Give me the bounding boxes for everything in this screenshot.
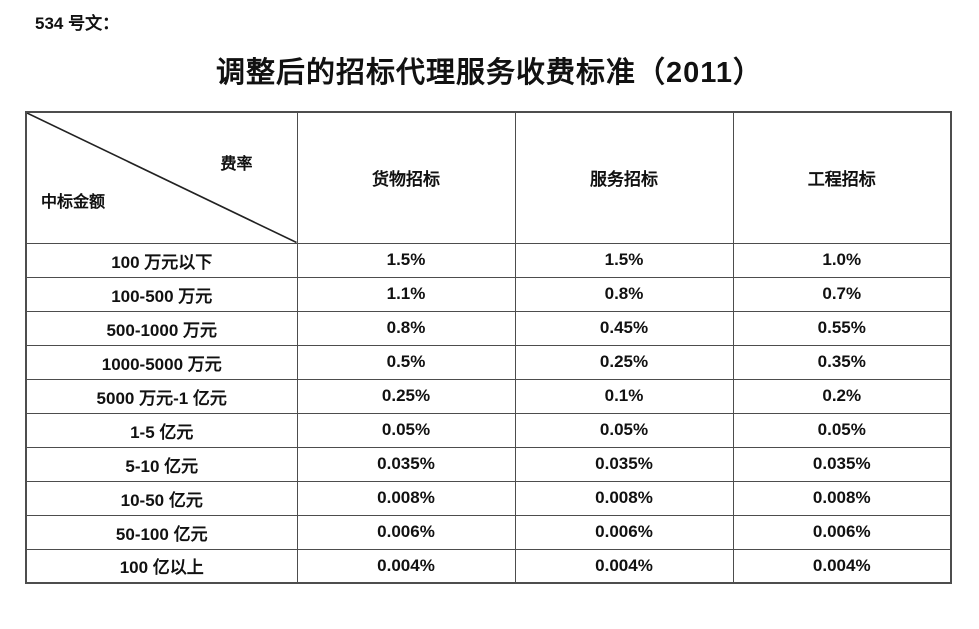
rate-cell: 0.006% bbox=[732, 514, 952, 550]
rate-cell: 1.0% bbox=[732, 242, 952, 278]
rate-cell: 0.004% bbox=[514, 548, 734, 584]
row-label-amount-range: 1000-5000 万元 bbox=[25, 344, 298, 380]
rate-cell: 0.004% bbox=[732, 548, 952, 584]
table-row: 5-10 亿元 0.035% 0.035% 0.035% bbox=[25, 446, 952, 482]
row-label-amount-range: 100 万元以下 bbox=[25, 242, 298, 278]
column-header-services: 服务招标 bbox=[514, 111, 734, 244]
rate-cell: 0.035% bbox=[514, 446, 734, 482]
rate-cell: 0.006% bbox=[296, 514, 516, 550]
row-label-amount-range: 100-500 万元 bbox=[25, 276, 298, 312]
row-label-amount-range: 50-100 亿元 bbox=[25, 514, 298, 550]
rate-cell: 0.25% bbox=[296, 378, 516, 414]
table-row: 10-50 亿元 0.008% 0.008% 0.008% bbox=[25, 480, 952, 516]
rate-cell: 0.5% bbox=[296, 344, 516, 380]
rate-cell: 0.55% bbox=[732, 310, 952, 346]
column-header-engineering: 工程招标 bbox=[732, 111, 952, 244]
rate-cell: 0.05% bbox=[514, 412, 734, 448]
rate-cell: 0.35% bbox=[732, 344, 952, 380]
rate-cell: 0.008% bbox=[514, 480, 734, 516]
diagonal-divider-line bbox=[27, 113, 297, 243]
fee-rate-table: 费率 中标金额 货物招标 服务招标 工程招标 100 万元以下 1.5% 1.5% 1… bbox=[25, 111, 952, 584]
corner-label-fee-rate: 费率 bbox=[220, 156, 253, 173]
table-row: 1-5 亿元 0.05% 0.05% 0.05% bbox=[25, 412, 952, 448]
table-body: 100 万元以下 1.5% 1.5% 1.0% 100-500 万元 1.1% 0.8% 0.… bbox=[25, 242, 952, 584]
rate-cell: 0.8% bbox=[296, 310, 516, 346]
table-row: 100 万元以下 1.5% 1.5% 1.0% bbox=[25, 242, 952, 278]
row-label-amount-range: 1-5 亿元 bbox=[25, 412, 298, 448]
row-label-amount-range: 5-10 亿元 bbox=[25, 446, 298, 482]
rate-cell: 0.25% bbox=[514, 344, 734, 380]
rate-cell: 0.7% bbox=[732, 276, 952, 312]
page-title: 调整后的招标代理服务收费标准（2011） bbox=[216, 57, 763, 89]
rate-cell: 0.008% bbox=[732, 480, 952, 516]
rate-cell: 0.2% bbox=[732, 378, 952, 414]
rate-cell: 1.5% bbox=[296, 242, 516, 278]
rate-cell: 0.008% bbox=[296, 480, 516, 516]
rate-cell: 0.006% bbox=[514, 514, 734, 550]
row-label-amount-range: 100 亿以上 bbox=[25, 548, 298, 584]
header-row: 费率 中标金额 货物招标 服务招标 工程招标 bbox=[25, 111, 952, 244]
rate-cell: 0.004% bbox=[296, 548, 516, 584]
rate-cell: 1.1% bbox=[296, 276, 516, 312]
table-row: 100-500 万元 1.1% 0.8% 0.7% bbox=[25, 276, 952, 312]
corner-label-bid-amount: 中标金额 bbox=[41, 193, 106, 211]
table-row: 50-100 亿元 0.006% 0.006% 0.006% bbox=[25, 514, 952, 550]
row-label-amount-range: 5000 万元-1 亿元 bbox=[25, 378, 298, 414]
rate-cell: 0.8% bbox=[514, 276, 734, 312]
table-row: 5000 万元-1 亿元 0.25% 0.1% 0.2% bbox=[25, 378, 952, 414]
rate-cell: 0.05% bbox=[296, 412, 516, 448]
rate-cell: 1.5% bbox=[514, 242, 734, 278]
rate-cell: 0.035% bbox=[296, 446, 516, 482]
rate-cell: 0.1% bbox=[514, 378, 734, 414]
document-number-label: 534 号文： bbox=[35, 14, 120, 33]
row-label-amount-range: 500-1000 万元 bbox=[25, 310, 298, 346]
table-row: 500-1000 万元 0.8% 0.45% 0.55% bbox=[25, 310, 952, 346]
column-header-goods: 货物招标 bbox=[296, 111, 516, 244]
rate-cell: 0.45% bbox=[514, 310, 734, 346]
table-row: 1000-5000 万元 0.5% 0.25% 0.35% bbox=[25, 344, 952, 380]
table-row: 100 亿以上 0.004% 0.004% 0.004% bbox=[25, 548, 952, 584]
rate-cell: 0.05% bbox=[732, 412, 952, 448]
rate-cell: 0.035% bbox=[732, 446, 952, 482]
diagonal-corner-cell: 费率 中标金额 bbox=[25, 111, 298, 244]
row-label-amount-range: 10-50 亿元 bbox=[25, 480, 298, 516]
